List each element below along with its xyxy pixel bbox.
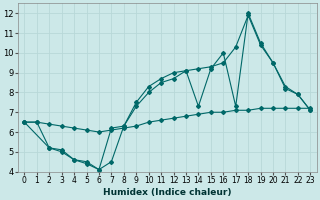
X-axis label: Humidex (Indice chaleur): Humidex (Indice chaleur) [103, 188, 232, 197]
